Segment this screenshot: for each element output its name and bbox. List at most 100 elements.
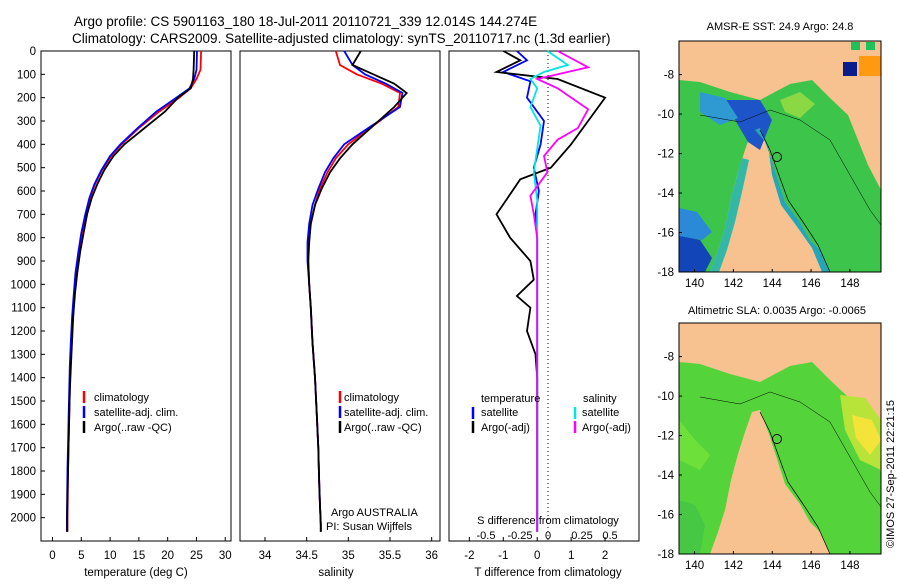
sla-depth-contour xyxy=(699,391,881,508)
map-lat-label: -10 xyxy=(657,391,674,403)
map-lat-label: -14 xyxy=(657,470,674,482)
x-tick-label: 34 xyxy=(259,550,272,562)
argo-program-label: Argo AUSTRALIA xyxy=(331,507,418,519)
depth-tick-label: 700 xyxy=(17,209,36,221)
salinity-legend-climatology: climatology xyxy=(344,392,400,404)
x-tick-label: 1 xyxy=(568,550,574,562)
map-lat-label: -14 xyxy=(657,188,674,200)
x-tick-label: 35.5 xyxy=(379,550,401,562)
depth-tick-label: 100 xyxy=(17,69,36,81)
depth-tick-label: 1800 xyxy=(10,466,36,478)
diff-legend-temp-argo: Argo(-adj) xyxy=(481,422,530,434)
salinity-panel-frame xyxy=(239,50,441,542)
temperature-legend-argo: Argo(..raw -QC) xyxy=(94,422,172,434)
sla-coastline-east xyxy=(759,411,831,554)
salinity-x-axis: 34 34.5 35 35.5 36 xyxy=(259,537,438,562)
sst-map xyxy=(679,41,881,272)
salinity-legend: climatology satellite-adj. clim. Argo(..… xyxy=(338,391,428,434)
temperature-legend-satellite: satellite-adj. clim. xyxy=(94,407,178,419)
x-tick-label: -2 xyxy=(464,550,474,562)
difference-panel-frame xyxy=(448,50,640,542)
sla-patch-west xyxy=(679,420,710,470)
depth-tick-label: 300 xyxy=(17,116,36,128)
depth-tick-label: 1500 xyxy=(10,396,36,408)
x-tick-label: 10 xyxy=(104,550,117,562)
s-tick-label: -0.5 xyxy=(477,530,496,542)
series-line-satellite-adj-clim xyxy=(306,50,404,532)
x-tick-label: 25 xyxy=(190,550,203,562)
sst-cool-strait xyxy=(725,100,772,150)
x-tick-label: 35 xyxy=(342,550,355,562)
s-difference-axis-label: S difference from climatology xyxy=(477,515,619,527)
diff-legend-sal-satellite: satellite xyxy=(582,407,619,419)
map-lon-label: 142 xyxy=(724,560,743,572)
temperature-axis-label: temperature (deg C) xyxy=(84,567,188,579)
map-lon-label: 142 xyxy=(724,278,743,290)
sst-inset-orange xyxy=(859,56,881,76)
series-line-satellite-adj-clim xyxy=(66,50,198,532)
temperature-x-axis: 0 5 10 15 20 25 30 xyxy=(49,537,232,562)
sla-map xyxy=(679,323,881,554)
sla-ocean xyxy=(679,362,881,554)
diff-legend-temperature-header: temperature xyxy=(481,393,540,405)
depth-tick-label: 1900 xyxy=(10,489,36,501)
figure-title-line-1: Argo profile: CS 5901163_180 18-Jul-2011… xyxy=(74,14,537,29)
x-tick-label: 36 xyxy=(425,550,438,562)
map-lon-label: 146 xyxy=(801,278,820,290)
sla-argo-location-marker xyxy=(772,434,782,444)
depth-tick-label: 1000 xyxy=(10,279,36,291)
sla-gulf-south xyxy=(679,500,705,554)
map-lat-label: -10 xyxy=(657,109,674,121)
map-lon-label: 146 xyxy=(801,560,820,572)
sla-map-axes: 140 142 144 146 148 -8 -10 -12 -14 -16 -18 xyxy=(657,352,859,572)
depth-tick-label: 1100 xyxy=(11,303,36,315)
series-line-argo-raw-qc xyxy=(307,50,409,532)
depth-tick-label: 1600 xyxy=(10,419,36,431)
map-lat-label: -16 xyxy=(657,228,674,240)
depth-tick-label: 0 xyxy=(30,46,36,58)
sst-coastline-east xyxy=(759,129,831,272)
figure-title-line-2: Climatology: CARS2009. Satellite-adjuste… xyxy=(72,31,611,46)
diff-legend-salinity-header: salinity xyxy=(583,393,617,405)
x-tick-label: 34.5 xyxy=(295,550,317,562)
sst-inset-green-2 xyxy=(866,42,875,50)
difference-x-axis: -2 -1 0 1 2-0.5 -0.25 0 0.25 0.5 xyxy=(464,530,617,562)
depth-tick-label: 800 xyxy=(17,233,36,245)
pi-name-label: PI: Susan Wijffels xyxy=(326,521,412,533)
x-tick-label: 0 xyxy=(49,550,55,562)
map-lat-label: -8 xyxy=(664,70,674,82)
x-tick-label: 0 xyxy=(534,550,540,562)
x-tick-label: 20 xyxy=(161,550,174,562)
depth-tick-label: 1200 xyxy=(10,326,36,338)
sst-inset-green-1 xyxy=(851,42,860,50)
depth-tick-label: 1700 xyxy=(10,443,36,455)
depth-tick-label: 1400 xyxy=(10,373,36,385)
sla-map-frame xyxy=(678,322,882,555)
sst-ocean xyxy=(679,80,881,272)
depth-tick-label: 600 xyxy=(17,186,36,198)
map-lon-label: 148 xyxy=(840,560,859,572)
temperature-series xyxy=(66,50,202,532)
temperature-legend-climatology: climatology xyxy=(94,392,150,404)
series-line-climatology xyxy=(66,50,202,532)
salinity-axis-label: salinity xyxy=(318,567,353,579)
map-lon-label: 144 xyxy=(763,278,783,290)
x-tick-label: 5 xyxy=(78,550,84,562)
sst-argo-location-marker xyxy=(772,152,782,162)
temperature-panel-frame xyxy=(40,50,232,542)
sst-cool-gulf-band xyxy=(679,208,712,240)
sst-coastal-band xyxy=(755,128,830,272)
x-tick-label: 30 xyxy=(219,550,232,562)
sst-inset-dark xyxy=(843,62,857,76)
sst-cool-gulf-south xyxy=(679,235,712,272)
map-lon-label: 140 xyxy=(685,560,704,572)
series-line-salinity-satellite xyxy=(529,50,570,532)
map-lat-label: -16 xyxy=(657,510,674,522)
x-tick-label: -1 xyxy=(498,550,508,562)
salinity-series xyxy=(306,50,409,532)
sst-warm-patch xyxy=(780,92,815,118)
difference-legend: temperature salinity satellite Argo(-adj… xyxy=(471,393,631,434)
sst-map-axes: 140 142 144 146 148 -8 -10 -12 -14 -16 -18 xyxy=(657,70,859,290)
